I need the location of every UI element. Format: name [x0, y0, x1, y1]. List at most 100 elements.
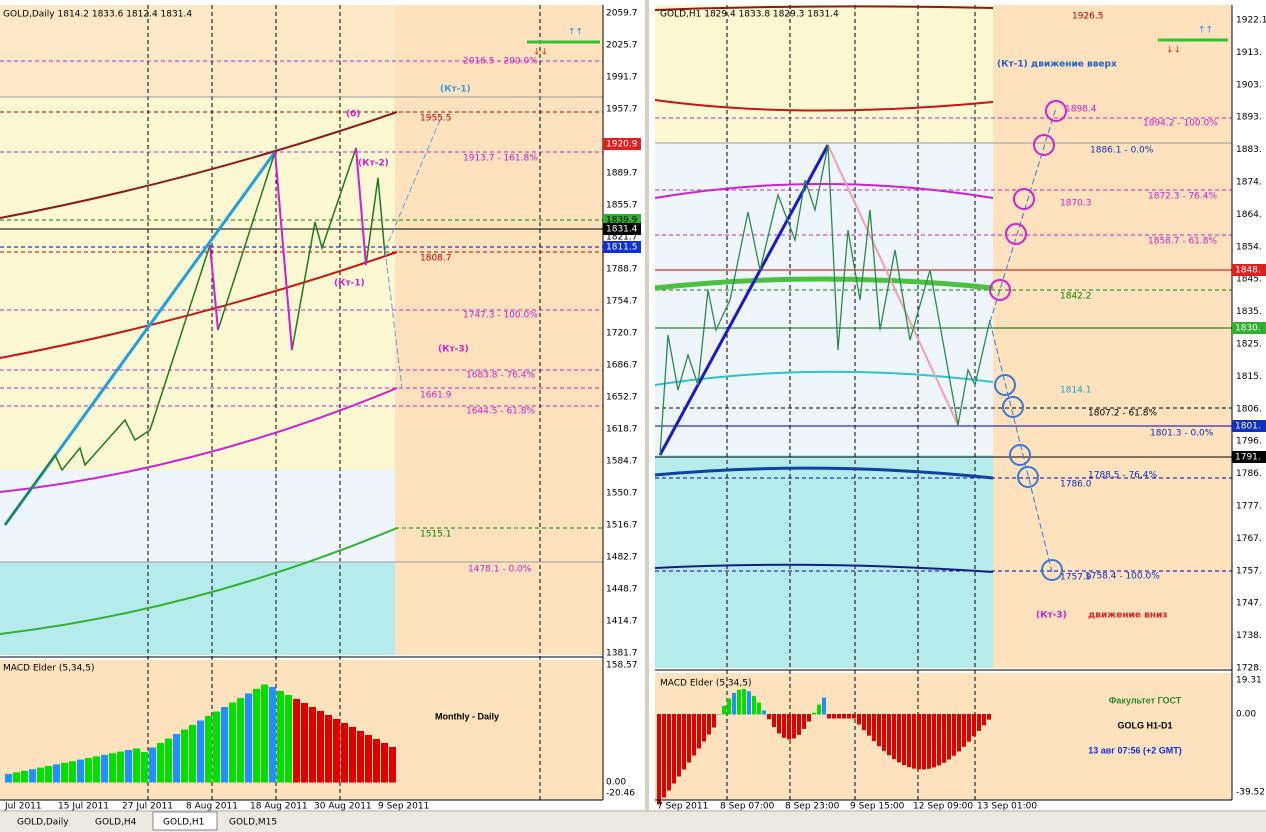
macd-bar	[767, 714, 771, 720]
macd-bar	[842, 714, 846, 719]
macd-bar	[872, 714, 876, 741]
caption: Monthly - Daily	[435, 711, 499, 721]
tab[interactable]: GOLD,M15	[229, 818, 277, 828]
wave-label: (Кт-1)	[334, 279, 365, 289]
macd-bar	[777, 714, 781, 734]
macd-bar	[807, 714, 811, 722]
price-tick: 1786.	[1236, 469, 1262, 479]
price-tag	[1232, 322, 1266, 334]
macd-bar	[667, 714, 671, 791]
macd-bar	[847, 714, 851, 719]
macd-bar	[45, 766, 52, 783]
price-tag-label: 1848.	[1235, 266, 1261, 276]
level-label: 1886.1 - 0.0%	[1090, 146, 1154, 156]
zone	[0, 470, 395, 562]
price-tick: 1381.7	[606, 649, 638, 659]
macd-bar	[737, 689, 741, 715]
indicator-tick: -39.52	[1236, 788, 1265, 798]
macd-bar	[882, 714, 886, 751]
macd-bar	[712, 714, 716, 728]
time-tick: 9 Sep 15:00	[850, 802, 905, 812]
macd-hist	[657, 689, 991, 805]
level-label: 1814.1	[1060, 386, 1092, 396]
tab[interactable]: GOLD,H4	[95, 818, 137, 828]
macd-bar	[802, 714, 806, 729]
macd-bar	[892, 714, 896, 760]
price-tick: 1913.	[1236, 48, 1262, 58]
macd-bar	[762, 710, 766, 715]
price-tick: 2059.7	[606, 9, 638, 19]
macd-bar	[817, 704, 821, 715]
price-tick: 1903.	[1236, 80, 1262, 90]
caption: Факультет ГОСТ	[1109, 695, 1182, 705]
caption: 13 авг 07:56 (+2 GMT)	[1088, 745, 1182, 755]
price-tick: 1652.7	[606, 393, 638, 403]
level-label: 1807.2 - 61.8%	[1088, 409, 1157, 419]
macd-bar	[165, 738, 172, 783]
zone	[0, 5, 395, 97]
macd-bar	[389, 747, 396, 783]
tab-bar	[0, 812, 1266, 832]
macd-bar	[277, 691, 284, 783]
macd-bar	[53, 764, 60, 783]
macd-hist	[5, 684, 396, 783]
level-label: 1808.7	[420, 254, 452, 264]
macd-bar	[662, 714, 666, 798]
macd-bar	[932, 714, 936, 768]
tab[interactable]: GOLD,H1	[163, 818, 204, 828]
macd-bar	[357, 731, 364, 783]
macd-bar	[325, 715, 332, 783]
levels	[0, 5, 603, 800]
indicator-tick: 19.31	[1236, 676, 1262, 686]
price-tick: 1686.7	[606, 361, 638, 371]
macd-bar	[917, 714, 921, 770]
price-tag-label: 1801.	[1235, 422, 1261, 432]
level-label: 1842.2	[1060, 292, 1092, 302]
macd-bar	[657, 714, 661, 805]
macd-bar	[862, 714, 866, 731]
price-tick: 1767.	[1236, 534, 1262, 544]
macd-bar	[707, 714, 711, 735]
price-tick: 1728.	[1236, 664, 1262, 674]
macd-bar	[732, 692, 736, 715]
macd-bar	[5, 774, 12, 783]
macd-bar	[937, 714, 941, 766]
level-label: 1858.7 - 61.8%	[1148, 237, 1217, 247]
macd-bar	[309, 707, 316, 783]
macd-bar	[672, 714, 676, 784]
macd-bar	[221, 707, 228, 783]
zone	[395, 5, 603, 655]
price-axis	[1232, 0, 1266, 810]
macd-bar	[912, 714, 916, 769]
tab[interactable]: GOLD,Daily	[17, 818, 69, 828]
price-tag-label: 1839.9	[606, 216, 638, 226]
wave-label: (0)	[346, 110, 361, 120]
price-tick: 1854.	[1236, 242, 1262, 252]
zone	[655, 5, 993, 143]
macd-bar	[341, 723, 348, 783]
time-tick: Jul 2011	[4, 802, 42, 812]
macd-bar	[792, 714, 796, 739]
price-tick: 1835.	[1236, 307, 1262, 317]
macd-bar	[982, 714, 986, 726]
chart-header: GOLD,H1 1829.4 1833.8 1829.3 1831.4	[660, 10, 839, 20]
projection	[384, 119, 441, 389]
time-tick: 7 Sep 2011	[657, 802, 708, 812]
time-tick: 9 Sep 2011	[378, 802, 429, 812]
indicator-tick: 158.57	[606, 661, 638, 671]
macd-bar	[85, 758, 92, 783]
macd-bar	[125, 750, 132, 783]
macd-bar	[927, 714, 931, 769]
macd-bar	[37, 767, 44, 783]
macd-bar	[261, 684, 268, 783]
price-tick: 1754.7	[606, 297, 638, 307]
level-label: 2016.5 - 200.0%	[463, 57, 538, 67]
macd-bar	[381, 743, 388, 783]
time-tick: 8 Sep 07:00	[720, 802, 775, 812]
price-tick: 1738.	[1236, 631, 1262, 641]
price-tag	[603, 223, 641, 235]
macd-bar	[812, 712, 816, 715]
price-axis	[603, 0, 641, 810]
level-label: 1478.1 - 0.0%	[468, 565, 532, 575]
wave-label: (Кт-1) движение вверх	[997, 60, 1117, 70]
